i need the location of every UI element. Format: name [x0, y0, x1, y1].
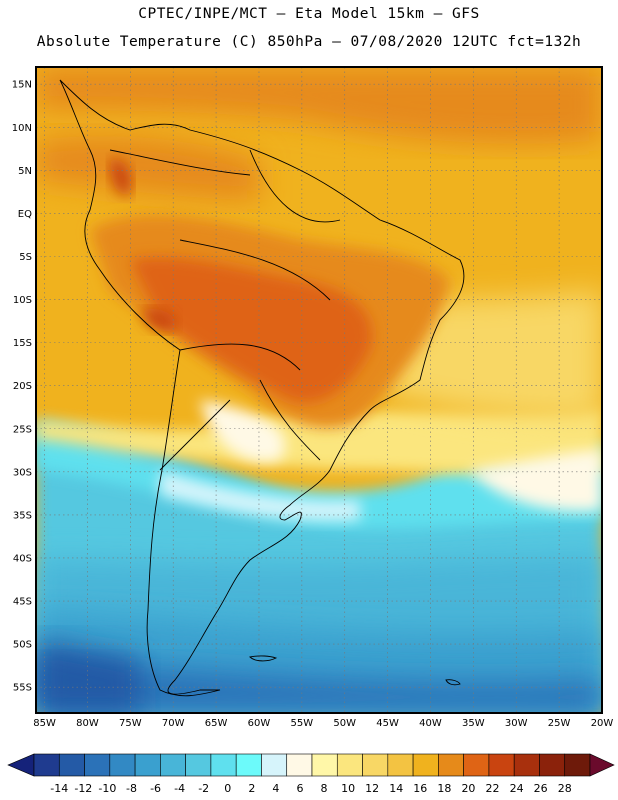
colorbar-label: 2: [248, 782, 255, 795]
colorbar-labels: -14 -12 -10 -8 -6 -4 -2 0 2 4 6 8 10 12 14 16 18 20 22 24 26…: [50, 782, 571, 795]
lat-label: 25S: [13, 424, 32, 435]
lon-label: 25W: [548, 718, 571, 729]
colorbar-label: 4: [272, 782, 279, 795]
colorbar-label: 20: [461, 782, 475, 795]
lon-label: 80W: [76, 718, 99, 729]
colorbar-min-arrow: [7, 753, 35, 777]
colorbar-label: 6: [296, 782, 303, 795]
colorbar-swatch: [564, 753, 591, 777]
coastline: [59, 79, 465, 697]
colorbar-label: 16: [413, 782, 427, 795]
lat-label: 55S: [13, 683, 32, 694]
colorbar-swatch: [185, 753, 212, 777]
lat-label: 15N: [12, 80, 32, 91]
colorbar-label: -4: [174, 782, 185, 795]
chart-title-line-1: CPTEC/INPE/MCT – Eta Model 15km – GFS: [138, 6, 480, 22]
lat-label: 5S: [19, 252, 32, 263]
colorbar-max-arrow: [589, 753, 615, 777]
colorbar-swatch: [513, 753, 540, 777]
lat-label: 35S: [13, 510, 32, 521]
temperature-field: [36, 67, 602, 713]
lon-label: 40W: [419, 718, 442, 729]
colorbar-label: -6: [150, 782, 161, 795]
lon-label: 65W: [205, 718, 228, 729]
colorbar-swatch: [362, 753, 389, 777]
colorbar-label: 22: [486, 782, 500, 795]
colorbar-swatch: [58, 753, 85, 777]
longitude-labels: 85W 80W 75W 70W 65W 60W 55W 50W 45W 40W 35W 30W 25W 2…: [33, 718, 613, 729]
colorbar-swatch: [160, 753, 186, 777]
colorbar-swatch: [463, 753, 490, 777]
colorbar-swatch: [33, 753, 60, 777]
lat-label: 10S: [13, 295, 32, 306]
colorbar-swatch: [488, 753, 515, 777]
colorbar-swatch: [210, 753, 237, 777]
colorbar-label: 8: [321, 782, 328, 795]
colorbar-swatch: [134, 753, 161, 777]
map-frame: [35, 66, 603, 714]
lat-label: 15S: [13, 338, 32, 349]
colorbar-label: -8: [126, 782, 137, 795]
colorbar-swatch: [438, 753, 464, 777]
lon-label: 70W: [162, 718, 185, 729]
colorbar: [7, 753, 615, 777]
chart-title-line-2: Absolute Temperature (C) 850hPa – 07/08/…: [36, 34, 582, 50]
lon-label: 60W: [248, 718, 271, 729]
lon-label: 20W: [591, 718, 614, 729]
lat-label: 5N: [18, 166, 32, 177]
lon-label: 55W: [291, 718, 314, 729]
colorbar-swatch: [311, 753, 338, 777]
colorbar-swatch: [336, 753, 363, 777]
lat-label: 40S: [13, 553, 32, 564]
lon-label: 45W: [376, 718, 399, 729]
lat-label: 20S: [13, 381, 32, 392]
colorbar-swatch: [84, 753, 111, 777]
lat-label: 50S: [13, 640, 32, 651]
colorbar-label: 0: [224, 782, 231, 795]
lon-label: 75W: [119, 718, 142, 729]
colorbar-label: -2: [198, 782, 209, 795]
lat-label: 10N: [12, 123, 32, 134]
colorbar-label: -14: [50, 782, 68, 795]
colorbar-swatch: [539, 753, 566, 777]
colorbar-label: -10: [98, 782, 116, 795]
colorbar-label: 24: [510, 782, 524, 795]
colorbar-label: 10: [341, 782, 355, 795]
colorbar-swatch: [387, 753, 414, 777]
colorbar-label: 28: [558, 782, 572, 795]
colorbar-swatch: [286, 753, 313, 777]
colorbar-label: -12: [74, 782, 92, 795]
colorbar-label: 14: [389, 782, 403, 795]
colorbar-swatch: [235, 753, 262, 777]
lon-label: 35W: [462, 718, 485, 729]
colorbar-label: 26: [534, 782, 548, 795]
lon-label: 50W: [333, 718, 356, 729]
colorbar-swatch: [412, 753, 439, 777]
lon-label: 30W: [505, 718, 528, 729]
lat-label: EQ: [18, 209, 32, 220]
latitude-labels: 15N 10N 5N EQ 5S 10S 15S 20S 25S 30S 35S 40S 45S 50S 5…: [12, 80, 32, 694]
lat-label: 45S: [13, 597, 32, 608]
colorbar-swatch: [261, 753, 288, 777]
colorbar-label: 18: [437, 782, 451, 795]
lat-label: 30S: [13, 467, 32, 478]
colorbar-swatch: [109, 753, 136, 777]
colorbar-label: 12: [365, 782, 379, 795]
lon-label: 85W: [33, 718, 56, 729]
